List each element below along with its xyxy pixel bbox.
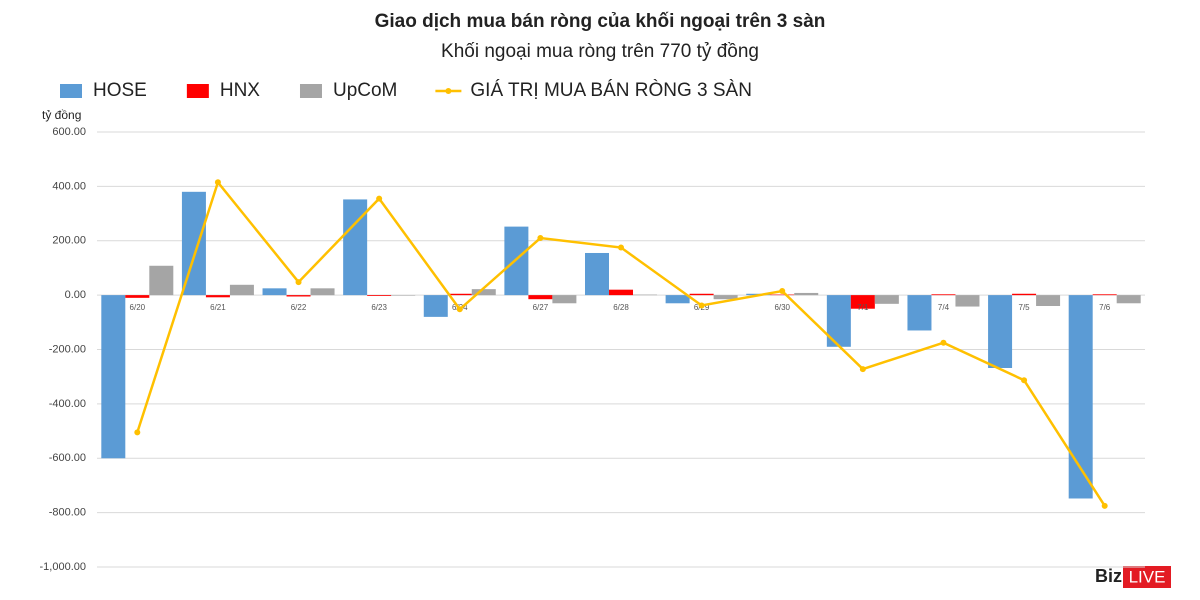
line-marker xyxy=(940,339,947,346)
y-tick-label: -1,000.00 xyxy=(40,561,86,573)
bar xyxy=(262,288,287,296)
line-marker xyxy=(456,306,463,313)
line-marker xyxy=(859,366,866,373)
bar xyxy=(1116,295,1141,304)
bar xyxy=(423,295,448,317)
line-marker xyxy=(214,179,221,186)
y-tick-label: 0.00 xyxy=(65,289,86,301)
x-tick-label: 7/4 xyxy=(938,303,950,312)
line-marker xyxy=(295,279,302,286)
x-tick-label: 7/1 xyxy=(857,303,869,312)
bar xyxy=(770,294,795,296)
line-marker xyxy=(618,244,624,251)
bar xyxy=(931,294,956,296)
legend-label: GIÁ TRỊ MUA BÁN RÒNG 3 SÀN xyxy=(470,79,752,101)
bar xyxy=(955,295,980,307)
x-tick-label: 6/28 xyxy=(613,303,629,312)
bar xyxy=(988,295,1013,368)
x-tick-label: 6/30 xyxy=(774,303,790,312)
bar xyxy=(609,289,633,296)
bar xyxy=(713,295,738,300)
bar xyxy=(907,295,932,331)
line-marker xyxy=(779,288,786,295)
bar xyxy=(1092,294,1117,296)
legend-swatch xyxy=(445,88,452,94)
line-marker xyxy=(134,429,141,436)
bar xyxy=(689,293,714,296)
bar xyxy=(310,288,335,296)
line-marker xyxy=(1101,502,1108,509)
bar xyxy=(101,295,126,459)
legend-swatch xyxy=(60,84,82,98)
legend-swatch xyxy=(186,84,209,98)
chart-subtitle: Khối ngoại mua ròng trên 770 tỷ đồng xyxy=(441,41,759,62)
bar xyxy=(447,293,472,296)
brand-logo: Biz LIVE xyxy=(1095,566,1171,588)
y-tick-label: -200.00 xyxy=(49,343,86,355)
bar xyxy=(149,265,174,296)
bar xyxy=(471,289,496,296)
x-tick-label: 7/6 xyxy=(1099,303,1111,312)
line-marker xyxy=(537,235,544,242)
brand-box xyxy=(1123,566,1171,588)
x-tick-label: 7/5 xyxy=(1019,303,1031,312)
line-marker xyxy=(376,195,383,202)
line-marker xyxy=(1021,377,1028,384)
bar xyxy=(850,295,875,309)
line-marker xyxy=(698,302,705,309)
y-tick-label: -800.00 xyxy=(49,507,86,519)
bar xyxy=(528,295,553,300)
legend-label: UpCoM xyxy=(333,80,397,101)
bar xyxy=(665,295,690,304)
bar xyxy=(1068,295,1093,499)
bar xyxy=(229,284,254,296)
bar xyxy=(367,295,392,296)
line xyxy=(136,179,1106,507)
bar xyxy=(286,295,311,297)
legend-swatch xyxy=(299,84,322,98)
chart-title: Giao dịch mua bán ròng của khối ngoại tr… xyxy=(375,11,826,32)
y-tick-label: 600.00 xyxy=(52,126,86,138)
legend-label: HOSE xyxy=(93,80,147,101)
bar xyxy=(585,252,609,296)
bar xyxy=(552,295,577,304)
bar xyxy=(1036,295,1061,306)
y-tick-label: 200.00 xyxy=(52,235,86,247)
y-tick-label: -600.00 xyxy=(49,452,86,464)
brand-text: Biz xyxy=(1095,566,1122,586)
brand-text: LIVE xyxy=(1129,567,1166,586)
x-tick-label: 6/22 xyxy=(291,303,307,312)
y-axis-label: tỷ đồng xyxy=(42,108,81,122)
bar xyxy=(391,295,416,296)
bar xyxy=(205,295,230,298)
bar xyxy=(1012,293,1037,296)
bar xyxy=(874,295,899,304)
x-tick-label: 6/21 xyxy=(210,303,226,312)
x-tick-label: 6/27 xyxy=(533,303,549,312)
y-tick-label: -400.00 xyxy=(49,398,86,410)
bar xyxy=(794,292,819,296)
legend-label: HNX xyxy=(220,80,260,101)
x-tick-label: 6/23 xyxy=(371,303,387,312)
x-tick-label: 6/20 xyxy=(130,303,146,312)
y-tick-label: 400.00 xyxy=(52,180,86,192)
bar xyxy=(633,294,657,296)
bar xyxy=(125,295,150,298)
